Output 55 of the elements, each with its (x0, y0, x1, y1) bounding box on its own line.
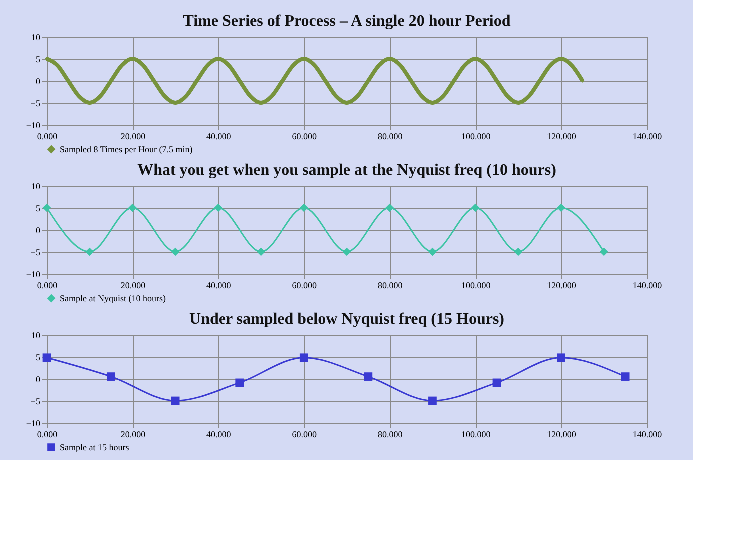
x-tick-label: 80.000 (378, 430, 404, 440)
legend-label: Sample at 15 hours (60, 442, 130, 452)
x-tick-label: 140.000 (632, 132, 663, 142)
x-tick-label: 20.000 (120, 430, 146, 440)
x-tick-label: 60.000 (292, 280, 318, 290)
x-tick-label: 100.000 (461, 132, 492, 142)
point (364, 372, 373, 381)
y-tick-label: −5 (30, 248, 41, 258)
y-tick-label: 0 (36, 226, 41, 236)
x-tick-label: 140.000 (632, 430, 663, 440)
y-tick-label: 10 (32, 32, 41, 42)
y-tick-label: 5 (36, 352, 41, 362)
x-tick-label: 40.000 (206, 430, 232, 440)
y-tick-label: 10 (32, 330, 41, 340)
x-tick-label: 20.000 (120, 132, 146, 142)
x-tick-label: 100.000 (461, 430, 492, 440)
x-tick-label: 140.000 (632, 280, 663, 290)
y-tick-label: −10 (26, 270, 41, 280)
chart-title: Under sampled below Nyquist freq (15 Hours) (190, 311, 504, 328)
legend-label: Sample at Nyquist (10 hours) (60, 294, 166, 304)
x-tick-label: 40.000 (206, 132, 232, 142)
point (107, 372, 116, 381)
point (621, 372, 630, 381)
y-tick-label: −10 (26, 120, 41, 130)
y-tick-label: 10 (32, 182, 41, 192)
y-tick-label: 0 (36, 374, 41, 384)
x-tick-label: 60.000 (292, 430, 318, 440)
y-tick-label: 0 (36, 76, 41, 86)
chart-title: What you get when you sample at the Nyquist freq (10 hours) (138, 162, 556, 179)
legend-label: Sampled 8 Times per Hour (7.5 min) (60, 144, 193, 154)
line-series (45, 57, 585, 105)
y-tick-label: −10 (26, 418, 41, 428)
x-tick-label: 0.000 (37, 280, 58, 290)
point (171, 396, 180, 406)
point (300, 354, 308, 362)
point (557, 354, 566, 362)
point (492, 378, 502, 388)
point (428, 396, 437, 406)
y-tick-label: 5 (36, 204, 41, 214)
x-tick-label: 20.000 (120, 280, 146, 290)
point (236, 378, 244, 388)
x-tick-label: 100.000 (461, 280, 492, 290)
y-tick-label: 5 (36, 54, 41, 64)
x-tick-label: 0.000 (37, 430, 58, 440)
x-tick-label: 60.000 (292, 132, 318, 142)
x-tick-label: 120.000 (547, 132, 577, 142)
x-tick-label: 120.000 (547, 280, 577, 290)
x-tick-label: 80.000 (378, 280, 404, 290)
x-tick-label: 40.000 (206, 280, 232, 290)
y-tick-label: −5 (30, 98, 41, 108)
x-tick-label: 0.000 (37, 132, 58, 142)
chart-title: Time Series of Process – A single 20 hour Period (183, 13, 511, 30)
y-tick-label: −5 (30, 396, 41, 406)
x-tick-label: 120.000 (547, 430, 577, 440)
x-tick-label: 80.000 (378, 132, 404, 142)
